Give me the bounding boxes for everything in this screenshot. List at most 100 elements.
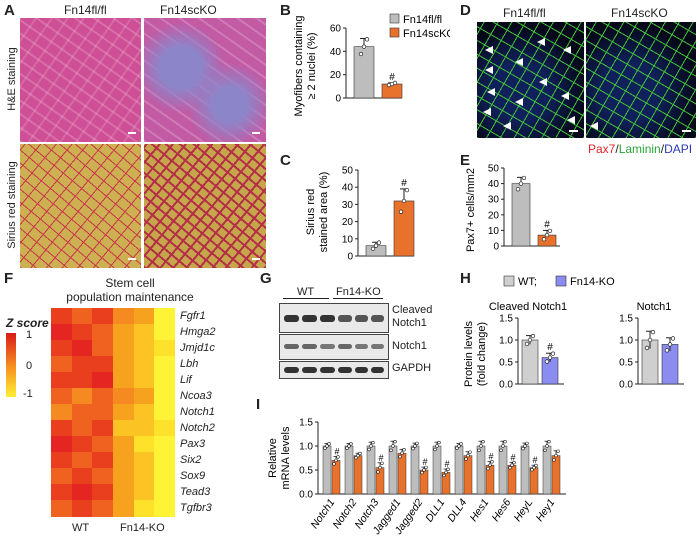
- data-point: [446, 467, 450, 472]
- data-point: [664, 348, 670, 353]
- data-point: [369, 444, 373, 448]
- heatmap-cell: [133, 388, 155, 405]
- y-tick-label: 0.5: [499, 358, 513, 369]
- heatmap-cell: [71, 324, 93, 341]
- x-tick-label: DLL4: [445, 497, 469, 525]
- heatmap-cell: [113, 484, 135, 501]
- data-point: [547, 439, 551, 444]
- data-point: [442, 473, 446, 478]
- y-tick-label: 1.0: [499, 336, 513, 347]
- heatmap-x-label: WT: [72, 522, 90, 534]
- y-tick-label: 0.0: [499, 380, 513, 391]
- heatmap-cell: [133, 468, 155, 485]
- heatmap-gene-label: Notch1: [180, 406, 215, 418]
- panel-letter-e: E: [460, 152, 471, 169]
- heatmap-cell: [71, 340, 93, 357]
- data-point: [400, 451, 404, 455]
- data-point: [404, 187, 410, 193]
- y-tick-label: 20: [488, 210, 500, 221]
- zscore-tick: -1: [23, 388, 33, 400]
- heatmap-gene-label: Lbh: [180, 358, 199, 370]
- data-point: [490, 460, 494, 464]
- he-image-control: [20, 18, 141, 142]
- chart-h: WT; Fn14-KO Protein levels (fold change)Cle…: [463, 275, 684, 391]
- panel-letter-c: C: [280, 152, 291, 169]
- heatmap-cell: [51, 468, 73, 485]
- bar: [393, 200, 415, 257]
- x-tick-label: Hes1: [468, 497, 492, 524]
- data-point: [422, 468, 426, 472]
- heatmap-gene-label: Fgfr1: [180, 310, 206, 322]
- heatmap-grid: [51, 308, 176, 517]
- data-point: [323, 446, 327, 450]
- bar: [353, 46, 375, 99]
- legend-label: Fn14fl/fl: [403, 14, 442, 26]
- bar: [511, 183, 531, 247]
- legend-swatch: [389, 13, 400, 24]
- heatmap-cell: [92, 388, 114, 405]
- significance-mark: #: [334, 447, 339, 457]
- heatmap-x-label: Fn14-KO: [120, 522, 165, 534]
- heatmap-cell: [92, 436, 114, 453]
- data-point: [510, 463, 514, 467]
- y-tick-label: 0.0: [619, 380, 633, 391]
- bar: [322, 445, 332, 495]
- heatmap-cell: [92, 340, 114, 357]
- data-point: [347, 444, 351, 448]
- data-point: [544, 232, 550, 238]
- heatmap-gene-label: Jmjd1c: [180, 342, 215, 354]
- sirius-image-control: [20, 144, 141, 268]
- y-tick-label: 50: [488, 164, 500, 175]
- heatmap-cell: [92, 324, 114, 341]
- heatmap-cell: [71, 484, 93, 501]
- heatmap-cell: [113, 436, 135, 453]
- y-tick-label: 1.5: [299, 418, 313, 429]
- data-point: [371, 440, 375, 445]
- data-point: [534, 463, 538, 468]
- heatmap-cell: [71, 388, 93, 405]
- bar: [397, 452, 407, 495]
- sirius-image-ko: [144, 144, 266, 268]
- data-point: [503, 439, 507, 444]
- significance-mark: #: [444, 459, 449, 469]
- arrowheads: [483, 38, 578, 132]
- data-point: [444, 470, 448, 475]
- heatmap-cell: [113, 356, 135, 373]
- panel-d-col2-label: Fn14scKO: [611, 6, 668, 20]
- heatmap-gene-label: Tgfbr3: [180, 502, 212, 514]
- y-tick-label: 0.5: [299, 466, 313, 477]
- heatmap-gene-label: Notch2: [180, 422, 215, 434]
- bar: [498, 445, 508, 495]
- x-tick-label: DLL1: [423, 497, 447, 524]
- data-point: [477, 448, 481, 453]
- data-point: [523, 444, 527, 448]
- heatmap-cell: [154, 324, 176, 341]
- legend-label: Fn14scKO: [403, 28, 450, 40]
- y-tick-label: 40: [330, 47, 342, 58]
- heatmap-cell: [51, 420, 73, 437]
- data-point: [411, 446, 415, 451]
- chart-i: Relative mRNA levels0.00.51.01.5#Notch1No…: [267, 418, 566, 538]
- bar: [521, 339, 539, 385]
- data-point: [667, 342, 673, 347]
- significance-mark: #: [378, 453, 383, 463]
- data-point: [543, 448, 547, 453]
- y-tick-label: 40: [342, 183, 354, 194]
- y-tick-label: 10: [342, 234, 354, 245]
- data-point: [521, 446, 525, 451]
- data-point: [433, 447, 437, 452]
- heatmap-cell: [92, 420, 114, 437]
- heatmap-cell: [113, 452, 135, 469]
- data-point: [556, 449, 560, 453]
- x-tick-label: Hes6: [490, 497, 514, 524]
- heatmap-cell: [133, 372, 155, 389]
- legend-swatch: [389, 27, 400, 38]
- y-tick-label: 0.5: [619, 358, 633, 369]
- data-point: [455, 446, 459, 450]
- significance-mark: #: [389, 72, 395, 83]
- blot-group-ko: Fn14-KO: [336, 286, 381, 298]
- data-point: [499, 448, 503, 453]
- heatmap-cell: [154, 388, 176, 405]
- data-point: [415, 441, 419, 446]
- y-tick-label: 10: [488, 226, 500, 237]
